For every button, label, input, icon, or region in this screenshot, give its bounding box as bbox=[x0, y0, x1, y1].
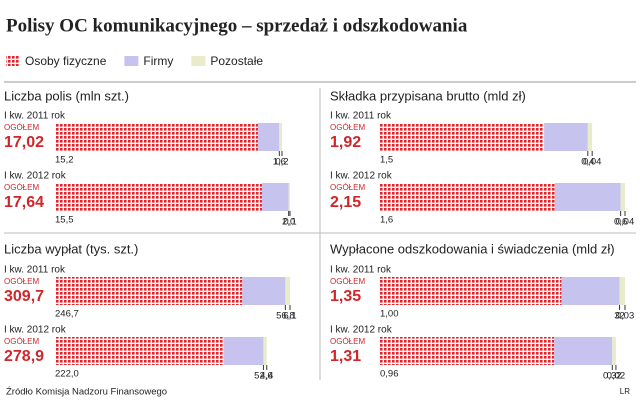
bar-segment bbox=[55, 337, 224, 365]
bar-segment bbox=[380, 183, 555, 211]
bar-segment bbox=[55, 123, 258, 151]
bar-segment bbox=[279, 123, 282, 151]
legend-swatch bbox=[6, 56, 20, 66]
total-caption: OGÓŁEM bbox=[330, 183, 365, 192]
bar-segment bbox=[561, 277, 620, 305]
segment-label: 246,7 bbox=[55, 309, 79, 320]
bar-segment bbox=[380, 337, 555, 365]
bar-segment bbox=[620, 183, 625, 211]
total-caption: OGÓŁEM bbox=[330, 337, 365, 346]
total-value: 17,64 bbox=[4, 194, 44, 211]
total-value: 1,31 bbox=[330, 348, 361, 365]
segment-label: 0,2 bbox=[275, 157, 288, 168]
segment-label: 0,32 bbox=[603, 371, 622, 382]
total-value: 17,02 bbox=[4, 134, 44, 151]
segment-label: 0,96 bbox=[380, 369, 399, 380]
segment-label: 222,0 bbox=[55, 369, 79, 380]
total-caption: OGÓŁEM bbox=[4, 123, 39, 132]
segment-label: 15,5 bbox=[55, 215, 74, 226]
segment-label: 52,6 bbox=[254, 371, 273, 382]
bar-segment bbox=[554, 337, 613, 365]
bar-segment bbox=[544, 123, 588, 151]
legend-label: Osoby fizyczne bbox=[25, 54, 107, 68]
panel-title: Liczba wypłat (tys. szt.) bbox=[4, 241, 138, 256]
period-label: I kw. 2012 rok bbox=[330, 325, 393, 336]
segment-label: 4,4 bbox=[260, 371, 273, 382]
bar-segment bbox=[555, 183, 621, 211]
bar-segment bbox=[288, 183, 290, 211]
segment-label: 0,04 bbox=[616, 217, 635, 228]
legend-swatch bbox=[191, 56, 206, 66]
total-value: 1,92 bbox=[330, 134, 361, 151]
segment-label: 0,03 bbox=[616, 311, 635, 322]
segment-label: 0,02 bbox=[607, 371, 626, 382]
segment-label: 1,5 bbox=[380, 155, 393, 166]
period-label: I kw. 2011 rok bbox=[330, 265, 392, 276]
bar-segment bbox=[380, 123, 545, 151]
total-value: 1,35 bbox=[330, 288, 361, 305]
bar-segment bbox=[223, 337, 264, 365]
source: Źródło Komisja Nadzoru Finansowego bbox=[6, 387, 167, 398]
bar-segment bbox=[55, 183, 262, 211]
total-caption: OGÓŁEM bbox=[330, 277, 365, 286]
bar-segment bbox=[380, 277, 562, 305]
bar-segment bbox=[55, 277, 243, 305]
legend-swatch bbox=[124, 56, 139, 66]
segment-label: 6,1 bbox=[283, 311, 296, 322]
credit: LR bbox=[620, 387, 630, 396]
bar-segment bbox=[242, 277, 286, 305]
total-caption: OGÓŁEM bbox=[330, 123, 365, 132]
title: Polisy OC komunikacyjnego – sprzedaż i o… bbox=[6, 15, 468, 36]
bar-segment bbox=[257, 123, 280, 151]
bar-segment bbox=[587, 123, 593, 151]
panel-title: Składka przypisana brutto (mld zł) bbox=[330, 88, 526, 103]
segment-label: 56,8 bbox=[276, 311, 295, 322]
bar-segment bbox=[263, 337, 267, 365]
segment-label: 1,00 bbox=[380, 309, 399, 320]
legend-label: Pozostałe bbox=[210, 54, 263, 68]
segment-label: 1,6 bbox=[273, 157, 286, 168]
period-label: I kw. 2012 rok bbox=[4, 325, 67, 336]
period-label: I kw. 2011 rok bbox=[4, 265, 66, 276]
total-value: 2,15 bbox=[330, 194, 361, 211]
bar-segment bbox=[261, 183, 289, 211]
total-caption: OGÓŁEM bbox=[4, 277, 39, 286]
segment-label: 1,6 bbox=[380, 215, 393, 226]
segment-label: 32 bbox=[614, 311, 625, 322]
legend-label: Firmy bbox=[143, 54, 173, 68]
total-value: 278,9 bbox=[4, 348, 44, 365]
total-caption: OGÓŁEM bbox=[4, 337, 39, 346]
total-value: 309,7 bbox=[4, 288, 44, 305]
period-label: I kw. 2012 rok bbox=[330, 171, 393, 182]
period-label: I kw. 2011 rok bbox=[4, 111, 66, 122]
segment-label: 0,1 bbox=[283, 217, 296, 228]
segment-label: 0,04 bbox=[583, 157, 602, 168]
segment-label: 0,6 bbox=[614, 217, 627, 228]
period-label: I kw. 2012 rok bbox=[4, 171, 67, 182]
segment-label: 2,0 bbox=[282, 217, 295, 228]
bar-segment bbox=[285, 277, 290, 305]
segment-label: 0,4 bbox=[581, 157, 594, 168]
panel-title: Liczba polis (mln szt.) bbox=[4, 88, 129, 103]
period-label: I kw. 2011 rok bbox=[330, 111, 392, 122]
bar-segment bbox=[619, 277, 625, 305]
panel-title: Wypłacone odszkodowania i świadczenia (m… bbox=[330, 241, 615, 256]
total-caption: OGÓŁEM bbox=[4, 183, 39, 192]
segment-label: 15,2 bbox=[55, 155, 74, 166]
bar-segment bbox=[612, 337, 616, 365]
